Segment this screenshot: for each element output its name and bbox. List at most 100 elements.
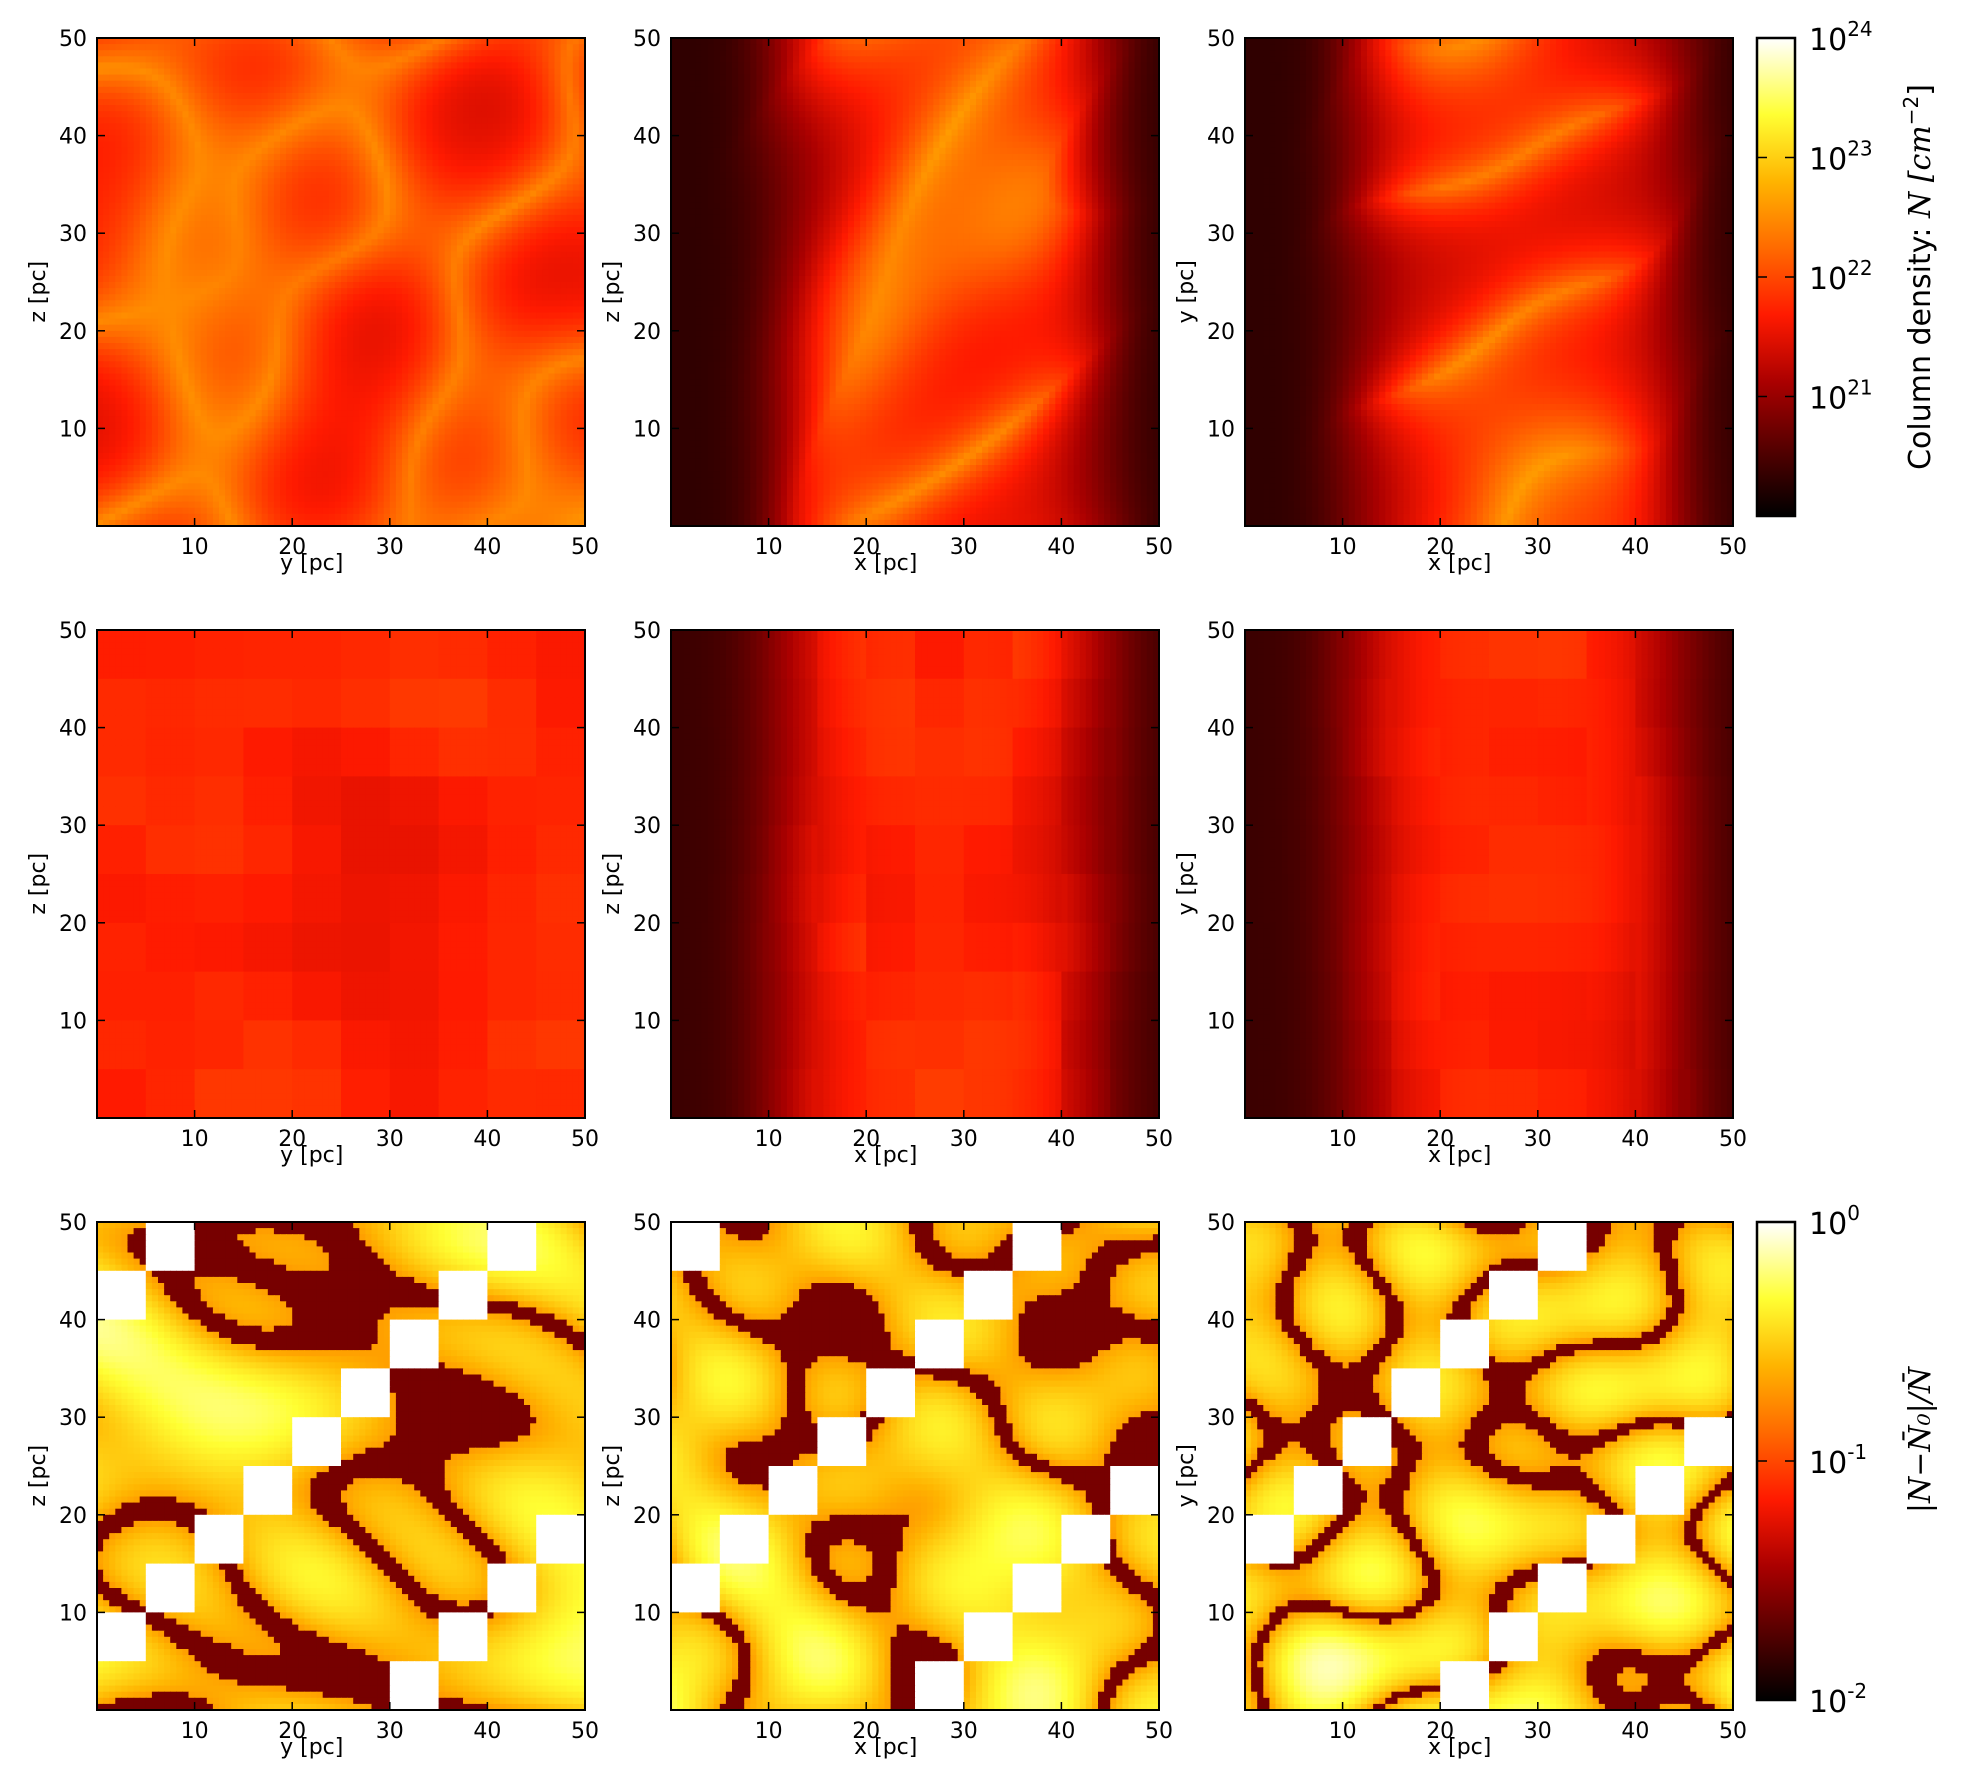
y-tick-label: 20 xyxy=(1207,1504,1235,1529)
colorbar-tick-label: 10-1 xyxy=(1809,1440,1867,1481)
y-tick-label: 40 xyxy=(1207,1309,1235,1334)
y-tick-label: 10 xyxy=(633,417,661,442)
heatmap-cells xyxy=(671,630,1160,1119)
heatmap-cells xyxy=(671,38,1160,527)
colorbar-tick-label: 1022 xyxy=(1809,256,1873,297)
x-tick-label: 50 xyxy=(1145,1127,1173,1152)
y-tick-label: 30 xyxy=(59,814,87,839)
y-tick-label: 20 xyxy=(59,912,87,937)
x-tick-label: 10 xyxy=(755,1719,783,1744)
y-tick-label: 40 xyxy=(633,125,661,150)
y-tick-label: 50 xyxy=(633,27,661,52)
x-tick-label: 30 xyxy=(1524,1719,1552,1744)
y-axis-label: y [pc] xyxy=(1174,1444,1199,1507)
y-tick-label: 20 xyxy=(633,912,661,937)
x-tick-label: 40 xyxy=(1621,1719,1649,1744)
y-tick-label: 50 xyxy=(633,619,661,644)
x-axis-label: x [pc] xyxy=(1428,1143,1491,1168)
x-tick-label: 10 xyxy=(755,535,783,560)
y-tick-label: 30 xyxy=(1207,222,1235,247)
x-axis-label: x [pc] xyxy=(854,1143,917,1168)
y-tick-label: 20 xyxy=(1207,912,1235,937)
x-tick-label: 50 xyxy=(1719,1127,1747,1152)
y-axis-label: y [pc] xyxy=(1174,852,1199,915)
x-tick-label: 30 xyxy=(950,1719,978,1744)
y-tick-label: 20 xyxy=(1207,320,1235,345)
y-axis-label: z [pc] xyxy=(600,261,625,323)
x-tick-label: 50 xyxy=(571,535,599,560)
x-tick-label: 40 xyxy=(473,1719,501,1744)
x-axis-label: x [pc] xyxy=(854,551,917,576)
x-tick-label: 50 xyxy=(1719,1719,1747,1744)
y-tick-label: 50 xyxy=(1207,27,1235,52)
y-tick-label: 40 xyxy=(59,717,87,742)
x-axis-label: y [pc] xyxy=(280,551,343,576)
x-tick-label: 10 xyxy=(1329,1719,1357,1744)
y-tick-label: 10 xyxy=(59,1601,87,1626)
x-tick-label: 10 xyxy=(181,1719,209,1744)
y-tick-label: 40 xyxy=(59,125,87,150)
x-tick-label: 50 xyxy=(1145,1719,1173,1744)
y-tick-label: 20 xyxy=(59,320,87,345)
colorbar-residual-label: |N−N̄₀|/N̄ xyxy=(1902,1365,1938,1513)
y-tick-label: 10 xyxy=(59,417,87,442)
y-tick-label: 10 xyxy=(1207,1009,1235,1034)
x-tick-label: 30 xyxy=(950,1127,978,1152)
y-tick-label: 30 xyxy=(1207,1406,1235,1431)
x-tick-label: 30 xyxy=(950,535,978,560)
x-tick-label: 10 xyxy=(181,1127,209,1152)
y-axis-label: z [pc] xyxy=(26,1445,51,1507)
y-tick-label: 50 xyxy=(59,619,87,644)
y-tick-label: 40 xyxy=(1207,125,1235,150)
y-tick-label: 30 xyxy=(633,222,661,247)
y-tick-label: 30 xyxy=(633,1406,661,1431)
y-tick-label: 30 xyxy=(633,814,661,839)
x-tick-label: 30 xyxy=(376,1127,404,1152)
y-tick-label: 40 xyxy=(633,1309,661,1334)
heatmap-cells xyxy=(671,1222,1160,1711)
colorbar-tick-label: 1024 xyxy=(1809,17,1873,58)
y-axis-label: z [pc] xyxy=(26,853,51,915)
y-tick-label: 40 xyxy=(1207,717,1235,742)
y-tick-label: 30 xyxy=(1207,814,1235,839)
x-tick-label: 50 xyxy=(1719,535,1747,560)
x-tick-label: 30 xyxy=(1524,535,1552,560)
y-tick-label: 30 xyxy=(59,1406,87,1431)
y-axis-label: z [pc] xyxy=(26,261,51,323)
y-tick-label: 50 xyxy=(1207,619,1235,644)
x-tick-label: 10 xyxy=(181,535,209,560)
y-tick-label: 40 xyxy=(59,1309,87,1334)
colorbar-density-label: Column density: N [cm−2] xyxy=(1899,84,1938,470)
x-tick-label: 40 xyxy=(1621,535,1649,560)
heatmap-cells xyxy=(1245,1222,1734,1711)
y-tick-label: 20 xyxy=(633,320,661,345)
x-tick-label: 40 xyxy=(1047,1127,1075,1152)
x-tick-label: 10 xyxy=(755,1127,783,1152)
x-tick-label: 50 xyxy=(571,1127,599,1152)
colorbar-residual: 100 10-1 10-2 |N−N̄₀|/N̄ xyxy=(1757,1201,1938,1720)
heatmap-cells xyxy=(97,630,586,1119)
y-tick-label: 10 xyxy=(1207,1601,1235,1626)
x-axis-label: x [pc] xyxy=(1428,551,1491,576)
x-tick-label: 40 xyxy=(1621,1127,1649,1152)
y-tick-label: 50 xyxy=(633,1211,661,1236)
x-tick-label: 30 xyxy=(376,1719,404,1744)
y-tick-label: 30 xyxy=(59,222,87,247)
colorbar-tick-label: 100 xyxy=(1809,1201,1860,1242)
heatmap-cells xyxy=(97,1222,586,1711)
colorbar-tick-label: 10-2 xyxy=(1809,1679,1867,1720)
y-tick-label: 10 xyxy=(633,1601,661,1626)
y-axis-label: y [pc] xyxy=(1174,260,1199,323)
x-tick-label: 50 xyxy=(1145,535,1173,560)
y-axis-label: z [pc] xyxy=(600,853,625,915)
y-tick-label: 50 xyxy=(59,27,87,52)
heatmap-cells xyxy=(1245,38,1734,527)
x-axis-label: y [pc] xyxy=(280,1735,343,1760)
